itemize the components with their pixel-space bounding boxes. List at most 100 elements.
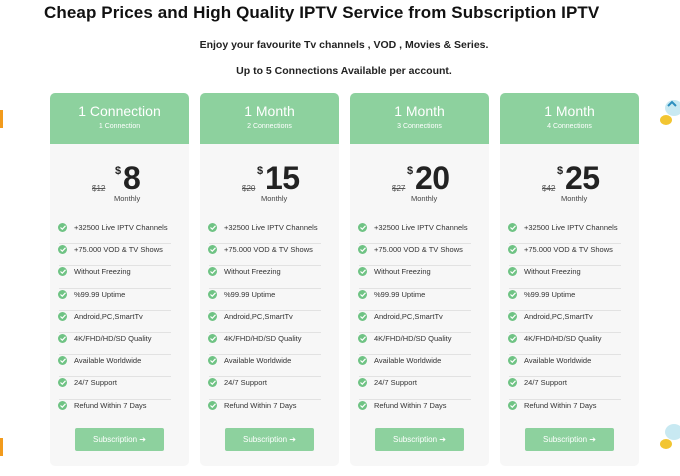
divider [359,376,471,378]
price-box: $12 $ 8 Monthly [50,144,189,206]
feature-label: Android,PC,SmartTv [374,311,443,321]
plan-feature: +75.000 VOD & TV Shows [200,244,339,267]
plan-feature: Refund Within 7 Days [500,400,639,422]
feature-label: Refund Within 7 Days [74,400,147,410]
plan-card: 1 Connection 1 Connection $12 $ 8 Monthl… [50,93,189,466]
check-icon [358,245,367,255]
divider [59,354,171,356]
plan-feature: Without Freezing [200,266,339,289]
currency-symbol: $ [257,165,264,177]
check-icon [58,400,67,410]
subscription-button[interactable]: Subscription ➔ [75,428,164,451]
price-box: $20 $ 15 Monthly [200,144,339,206]
plan-feature: Android,PC,SmartTv [350,311,489,333]
plan-card: 1 Month 4 Connections $42 $ 25 Monthly +… [500,93,639,466]
divider [59,376,171,378]
plan-feature: Available Worldwide [200,355,339,378]
left-edge-accent [0,110,3,128]
plan-connections: 4 Connections [547,123,592,130]
plan-price: 8 [123,160,141,196]
feature-list: +32500 Live IPTV Channels +75.000 VOD & … [350,222,489,422]
old-price: $20 [242,184,256,193]
feature-label: Available Worldwide [524,356,592,366]
divider [509,354,621,356]
plan-feature: 4K/FHD/HD/SD Quality [200,333,339,356]
check-icon [58,223,67,232]
plan-feature: %99.99 Uptime [350,289,489,311]
plan-feature: 4K/FHD/HD/SD Quality [350,333,489,356]
check-icon [508,356,517,366]
divider [59,309,171,311]
check-icon [58,289,67,299]
divider [359,287,471,289]
check-icon [58,378,67,388]
check-icon [58,311,67,321]
check-icon [508,223,517,232]
plan-connections: 3 Connections [397,123,442,130]
check-icon [358,356,367,366]
check-icon [208,311,217,321]
page-title: Cheap Prices and High Quality IPTV Servi… [44,3,600,22]
feature-list: +32500 Live IPTV Channels +75.000 VOD & … [50,222,189,422]
plan-feature: +75.000 VOD & TV Shows [350,244,489,267]
feature-label: 24/7 Support [224,378,267,388]
divider [509,376,621,378]
plan-header: 1 Month 2 Connections [200,93,339,144]
plan-price: 25 [565,160,600,196]
currency-symbol: $ [407,165,414,177]
left-edge-accent [0,438,3,456]
feature-label: Without Freezing [374,267,431,277]
check-icon [358,267,367,277]
feature-label: 24/7 Support [524,378,567,388]
feature-label: %99.99 Uptime [524,289,576,299]
plan-feature: 4K/FHD/HD/SD Quality [500,333,639,356]
divider [59,398,171,400]
subscription-button[interactable]: Subscription ➔ [375,428,464,451]
divider [509,398,621,400]
check-icon [358,333,367,343]
divider [209,331,321,333]
price-box: $27 $ 20 Monthly [350,144,489,206]
plan-feature: +32500 Live IPTV Channels [200,222,339,245]
plan-connections: 1 Connection [98,123,141,130]
plan-feature: 4K/FHD/HD/SD Quality [50,333,189,356]
plan-feature: Available Worldwide [350,355,489,378]
plan-feature: Android,PC,SmartTv [50,311,189,333]
divider [359,398,471,400]
divider [509,287,621,289]
feature-label: Without Freezing [224,267,281,277]
check-icon [358,400,367,410]
divider [59,243,171,245]
decorative-sticker [658,92,680,132]
feature-label: +32500 Live IPTV Channels [224,223,318,232]
plan-card: 1 Month 2 Connections $20 $ 15 Monthly +… [200,93,339,466]
price-box: $42 $ 25 Monthly [500,144,639,206]
plan-feature: Available Worldwide [50,355,189,378]
divider [209,243,321,245]
feature-list: +32500 Live IPTV Channels +75.000 VOD & … [200,222,339,422]
feature-label: Android,PC,SmartTv [74,311,143,321]
check-icon [358,378,367,388]
feature-label: 4K/FHD/HD/SD Quality [224,333,302,343]
divider [359,354,471,356]
feature-label: +32500 Live IPTV Channels [374,223,468,232]
feature-label: %99.99 Uptime [374,289,426,299]
check-icon [58,267,67,277]
plan-feature: Without Freezing [50,266,189,289]
decorative-sticker [658,420,680,460]
feature-label: %99.99 Uptime [74,289,126,299]
check-icon [508,267,517,277]
feature-label: 4K/FHD/HD/SD Quality [74,333,152,343]
subscription-button[interactable]: Subscription ➔ [525,428,614,451]
divider [209,398,321,400]
plan-feature: 24/7 Support [50,377,189,400]
check-icon [358,311,367,321]
currency-symbol: $ [115,165,122,177]
divider [509,243,621,245]
divider [509,309,621,311]
feature-label: +32500 Live IPTV Channels [74,223,168,232]
divider [59,265,171,267]
plan-feature: %99.99 Uptime [200,289,339,311]
subscription-button[interactable]: Subscription ➔ [225,428,314,451]
plan-feature: Available Worldwide [500,355,639,378]
